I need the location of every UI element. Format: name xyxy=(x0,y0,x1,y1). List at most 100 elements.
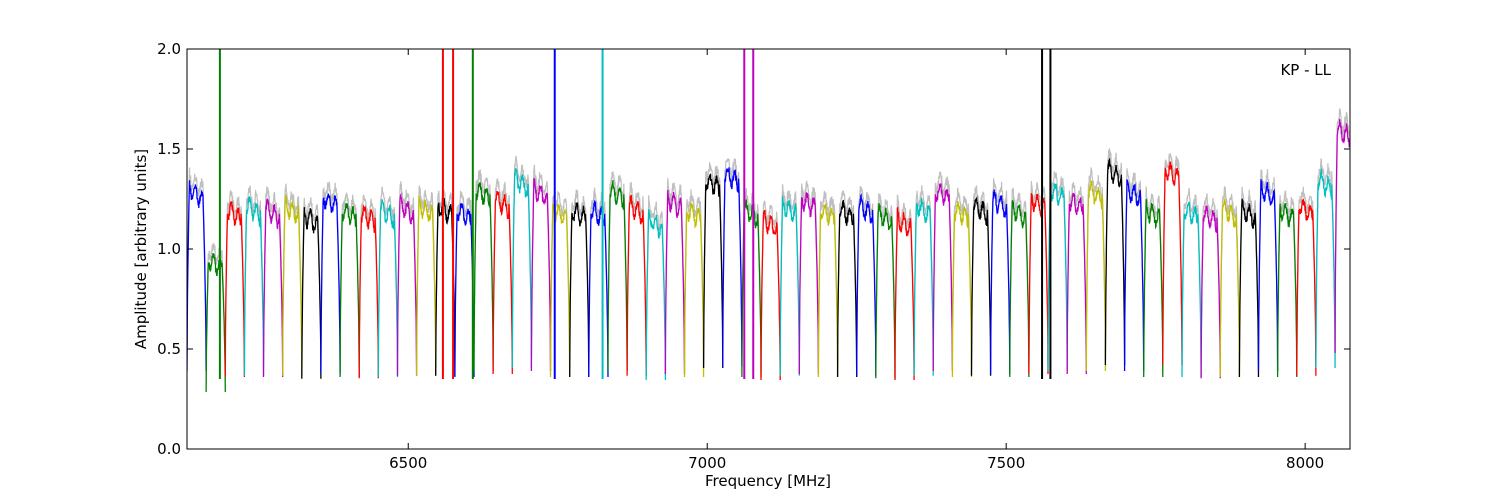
background-trace xyxy=(875,192,896,370)
background-trace xyxy=(301,197,322,373)
channel-trace xyxy=(1123,178,1145,372)
x-tick-label: 8000 xyxy=(1286,454,1324,472)
channel-trace xyxy=(377,199,399,378)
channel-trace xyxy=(1296,198,1317,376)
x-tick-label: 7500 xyxy=(987,454,1025,472)
background-trace xyxy=(339,192,360,369)
background-trace xyxy=(569,189,590,369)
series-layer xyxy=(187,49,1350,393)
background-trace xyxy=(1276,190,1298,371)
channel-trace xyxy=(396,192,418,376)
background-trace xyxy=(1257,169,1279,364)
background-trace xyxy=(683,189,705,368)
background-trace xyxy=(817,190,839,369)
y-axis-label: Amplitude [arbitrary units] xyxy=(132,149,150,349)
background-trace xyxy=(187,167,207,363)
channel-trace xyxy=(645,209,667,381)
background-trace xyxy=(549,190,571,368)
channel-trace xyxy=(320,193,341,374)
channel-trace xyxy=(205,252,226,393)
background-trace xyxy=(492,178,513,365)
channel-trace xyxy=(243,195,265,376)
channel-trace xyxy=(301,207,322,379)
background-trace xyxy=(416,185,437,366)
channel-trace xyxy=(970,195,992,376)
channel-trace xyxy=(530,178,552,372)
background-trace xyxy=(1028,180,1049,367)
channel-trace xyxy=(607,180,628,372)
channel-trace xyxy=(588,200,609,378)
background-trace xyxy=(798,180,820,367)
background-trace xyxy=(856,186,877,368)
channel-trace xyxy=(836,199,858,378)
background-trace xyxy=(1296,186,1317,370)
channel-trace xyxy=(1219,197,1241,378)
y-tick-label: 1.5 xyxy=(157,140,181,158)
background-trace xyxy=(970,185,992,369)
background-trace xyxy=(1181,187,1202,366)
channel-trace xyxy=(779,195,800,376)
channel-trace xyxy=(1334,119,1350,354)
background-trace xyxy=(836,189,858,369)
background-trace xyxy=(243,185,265,367)
background-trace xyxy=(722,157,743,359)
channel-trace xyxy=(1315,167,1336,369)
channel-trace xyxy=(415,195,437,376)
background-trace xyxy=(511,155,533,359)
channel-trace xyxy=(549,203,571,378)
background-trace-layer xyxy=(187,107,1350,384)
background-trace xyxy=(1219,186,1241,371)
background-trace xyxy=(454,190,475,367)
x-tick-label: 6500 xyxy=(389,454,427,472)
channel-trace xyxy=(626,194,647,376)
channel-trace xyxy=(702,173,724,369)
channel-trace xyxy=(1238,198,1260,378)
background-trace xyxy=(1162,153,1183,357)
background-trace xyxy=(626,182,647,370)
channel-trace xyxy=(683,202,705,378)
channel-trace xyxy=(798,192,820,375)
background-trace xyxy=(320,181,341,365)
x-axis-label: Frequency [MHz] xyxy=(705,472,831,490)
channel-trace xyxy=(1200,205,1221,379)
background-trace xyxy=(224,190,245,371)
background-trace xyxy=(645,195,667,374)
background-trace xyxy=(1085,167,1107,362)
background-trace xyxy=(1315,158,1336,362)
channel-trace xyxy=(894,206,915,381)
background-trace xyxy=(262,186,284,368)
channel-trace xyxy=(435,197,456,376)
channel-trace xyxy=(511,168,533,369)
channel-trace xyxy=(856,192,877,376)
y-tick-label: 0.5 xyxy=(157,340,181,358)
background-trace xyxy=(894,194,915,372)
corner-annotation: KP - LL xyxy=(1280,61,1331,79)
background-trace xyxy=(913,185,934,370)
channel-trace xyxy=(913,196,934,376)
y-axis: 0.0 0.5 1.0 1.5 2.0 xyxy=(157,40,1350,458)
channel-trace xyxy=(1009,200,1030,378)
background-trace xyxy=(951,187,973,368)
background-trace xyxy=(1009,187,1030,371)
background-trace xyxy=(588,187,609,370)
y-tick-label: 0.0 xyxy=(157,440,181,458)
background-trace xyxy=(377,186,399,369)
channel-trace xyxy=(569,202,590,378)
background-trace xyxy=(607,171,628,365)
y-tick-label: 1.0 xyxy=(157,240,181,258)
channel-trace xyxy=(1143,199,1164,378)
channel-trace xyxy=(722,167,743,367)
channel-trace xyxy=(1162,161,1183,366)
background-trace xyxy=(358,194,379,370)
channel-trace xyxy=(951,200,973,378)
channel-trace xyxy=(817,203,839,378)
channel-trace xyxy=(358,204,379,379)
y-tick-label: 2.0 xyxy=(157,40,181,58)
background-trace xyxy=(1104,148,1126,352)
channel-trace xyxy=(1276,203,1298,378)
channel-trace xyxy=(492,191,513,375)
background-trace xyxy=(1143,186,1164,371)
channel-trace xyxy=(262,198,284,378)
background-trace xyxy=(435,189,456,366)
